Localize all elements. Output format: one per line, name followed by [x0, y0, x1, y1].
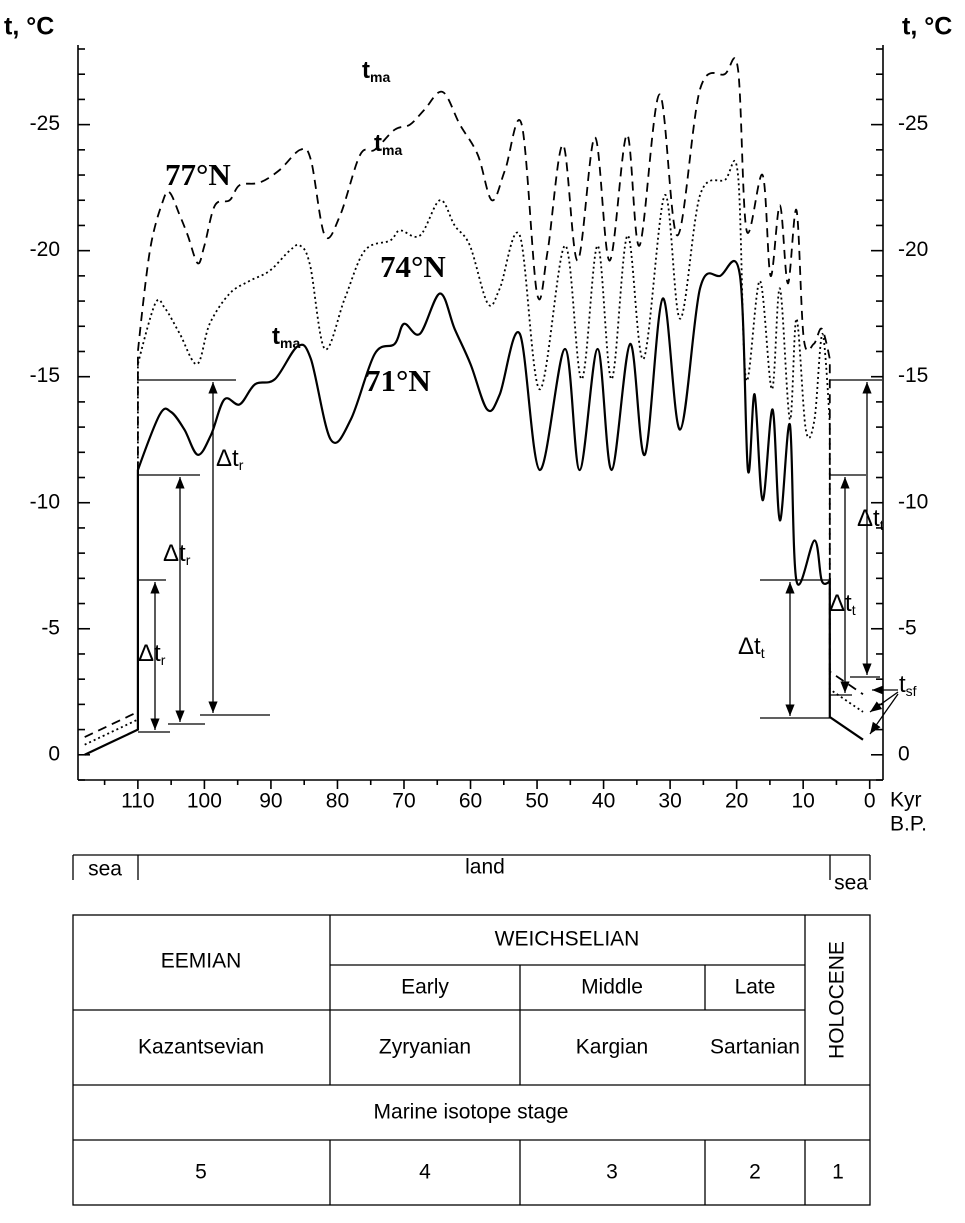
- annotation-sub: ma: [370, 69, 390, 85]
- annotation-sub: r: [161, 652, 166, 668]
- table-border: [72, 914, 871, 1206]
- y-axis-label-right: t, °C: [902, 13, 952, 41]
- x-axis-label: Kyr: [890, 789, 922, 812]
- annotation: Δtr: [163, 540, 191, 567]
- annotation-sub: t: [880, 517, 884, 533]
- table-cell: HOLOCENE: [826, 941, 849, 1059]
- x-tick-label: 60: [459, 790, 482, 813]
- annotation-sub: t: [761, 645, 765, 661]
- y-tick-label: -20: [30, 238, 60, 261]
- series-label: 77°N: [165, 157, 231, 192]
- table-cell: Sartanian: [710, 1036, 800, 1059]
- x-axis-label: B.P.: [890, 813, 927, 836]
- x-tick-label: 30: [658, 790, 681, 813]
- annotation-sub: r: [239, 457, 244, 473]
- annotation-sub: sf: [906, 683, 917, 699]
- annotation: tma: [374, 130, 402, 157]
- annotation-text: t: [899, 671, 906, 698]
- series-label: 74°N: [380, 249, 446, 284]
- annotation-text: Δt: [163, 540, 186, 567]
- y-tick-label-right: -10: [898, 490, 928, 513]
- y-tick-label-right: -20: [898, 238, 928, 261]
- zone-label: land: [465, 856, 505, 879]
- annotation-text: Δt: [138, 640, 161, 667]
- table-cell: Zyryanian: [379, 1036, 471, 1059]
- annotation-text: Δt: [829, 590, 852, 617]
- y-tick-label: -15: [30, 364, 60, 387]
- annotation: Δtr: [216, 445, 244, 472]
- series-label: 71°N: [365, 363, 431, 398]
- zone-bracket: [72, 854, 871, 880]
- annotation-brackets: [138, 379, 899, 735]
- annotation-text: Δt: [216, 445, 239, 472]
- annotation-text: t: [374, 130, 382, 157]
- y-tick-label-right: -15: [898, 364, 928, 387]
- annotation: Δtt: [857, 505, 884, 532]
- table-cell: WEICHSELIAN: [495, 928, 640, 951]
- annotation-sub: r: [186, 552, 191, 568]
- x-tick-label: 10: [791, 790, 814, 813]
- y-axis-label-left: t, °C: [4, 13, 54, 41]
- arrow: [869, 691, 899, 713]
- y-tick-label-right: -25: [898, 112, 928, 135]
- annotation: tma: [272, 323, 300, 350]
- table-cell: EEMIAN: [161, 950, 242, 973]
- zone-label: sea: [834, 872, 868, 895]
- annotation: tma: [362, 57, 390, 84]
- table-cell: 3: [606, 1161, 618, 1184]
- annotation: Δtt: [738, 633, 765, 660]
- x-tick-label: 110: [121, 790, 154, 813]
- x-tick-label: 40: [592, 790, 615, 813]
- annotation-text: t: [272, 323, 280, 350]
- y-tick-label: -25: [30, 112, 60, 135]
- table-cell: 2: [749, 1161, 761, 1184]
- table-cell: Kargian: [576, 1036, 648, 1059]
- annotation-sub: ma: [280, 335, 300, 351]
- series-line: [84, 57, 864, 738]
- table-cell: Early: [401, 976, 449, 999]
- y-tick-label: -5: [41, 616, 60, 639]
- annotation-text: Δt: [857, 505, 880, 532]
- y-tick-label: -10: [30, 490, 60, 513]
- annotation: tsf: [899, 671, 917, 698]
- series-line: [84, 259, 864, 756]
- y-tick-label-right: -5: [898, 616, 917, 639]
- table-cell: Middle: [581, 976, 643, 999]
- annotation-sub: t: [852, 602, 856, 618]
- x-tick-label: 70: [392, 790, 415, 813]
- x-tick-label: 0: [864, 790, 876, 813]
- x-tick-label: 20: [725, 790, 748, 813]
- table-cell: 1: [832, 1161, 844, 1184]
- zone-label: sea: [88, 858, 122, 881]
- annotation-text: t: [362, 57, 370, 84]
- arrow: [869, 693, 899, 735]
- stratigraphy-table: [72, 914, 871, 1206]
- table-cell: 4: [419, 1161, 431, 1184]
- annotation: Δtr: [138, 640, 166, 667]
- x-tick-label: 50: [525, 790, 548, 813]
- x-tick-label: 90: [259, 790, 282, 813]
- y-tick-label: 0: [48, 742, 60, 765]
- series-line: [84, 159, 864, 746]
- table-cell: Marine isotope stage: [374, 1101, 569, 1124]
- table-cell: Late: [735, 976, 776, 999]
- table-cell: Kazantsevian: [138, 1036, 264, 1059]
- table-cell: 5: [195, 1161, 207, 1184]
- annotation-sub: ma: [382, 142, 402, 158]
- x-tick-label: 100: [187, 790, 222, 813]
- x-tick-label: 80: [326, 790, 349, 813]
- annotation-text: Δt: [738, 633, 761, 660]
- annotation: Δtt: [829, 590, 856, 617]
- y-tick-label-right: 0: [898, 742, 910, 765]
